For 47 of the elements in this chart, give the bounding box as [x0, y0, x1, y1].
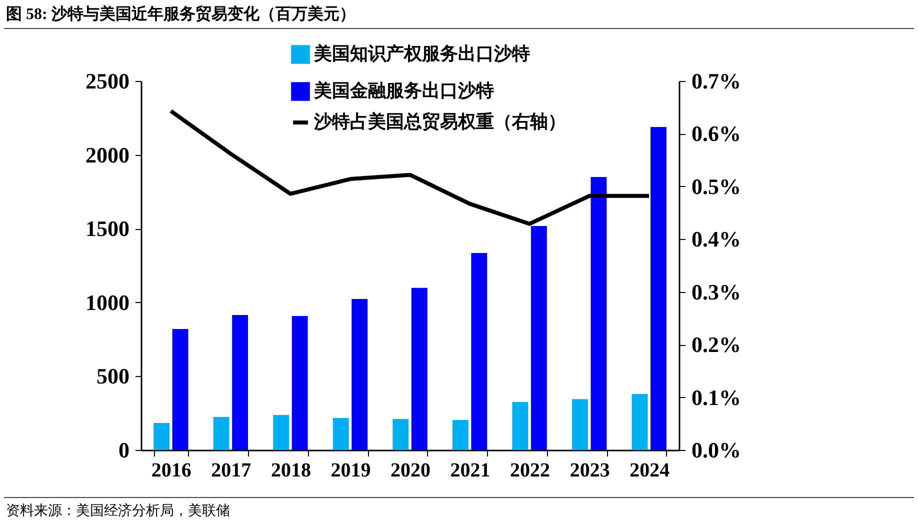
x-tick-label: 2021: [450, 460, 490, 482]
bar: [332, 418, 349, 450]
bar: [172, 328, 188, 450]
y-tick-label: 500: [96, 364, 130, 389]
bar: [471, 252, 488, 450]
y-tick-label: 2500: [86, 68, 130, 94]
y2-tick-label: 0.6%: [692, 121, 741, 146]
bar: [154, 422, 170, 450]
chart-title: 图 58: 沙特与美国近年服务贸易变化（百万美元）: [6, 4, 356, 25]
y-tick-label: 1000: [86, 290, 130, 315]
y2-tick-label: 0.3%: [692, 279, 741, 304]
y2-tick-label: 0.7%: [692, 68, 741, 94]
x-tick-label: 2020: [390, 460, 430, 482]
bar: [292, 316, 308, 450]
x-tick-label: 2022: [510, 460, 550, 482]
bar: [452, 420, 468, 450]
bar: [572, 399, 588, 450]
legend-label: 美国金融服务出口沙特: [313, 80, 494, 100]
y2-tick-label: 0.4%: [692, 226, 741, 252]
bar: [273, 415, 290, 450]
x-tick-label: 2016: [151, 460, 192, 482]
bar: [352, 299, 368, 450]
y-tick-label: 0: [118, 438, 130, 462]
line-series: [168, 109, 652, 226]
bar: [392, 419, 409, 450]
bar: [232, 314, 248, 450]
bar: [530, 226, 547, 450]
x-tick-label: 2024: [630, 460, 670, 482]
text: 资料来源：美国经济分析局，美联储: [6, 502, 230, 520]
legend-label: 沙特占美国总贸易权重（右轴）: [313, 112, 566, 132]
y2-tick-label: 0.2%: [692, 332, 741, 358]
bar: [590, 176, 607, 450]
legend-label: 美国知识产权服务出口沙特: [313, 44, 530, 64]
bar: [411, 288, 428, 450]
y2-tick-label: 0.5%: [692, 174, 741, 199]
x-tick-label: 2019: [330, 460, 371, 482]
y-tick-label: 1500: [86, 216, 130, 242]
y2-tick-label: 0.1%: [692, 384, 741, 410]
bar: [632, 394, 648, 450]
x-tick-label: 2017: [211, 460, 252, 482]
y-tick-label: 2000: [86, 142, 130, 168]
bar: [650, 127, 666, 450]
y2-tick-label: 0.0%: [692, 438, 741, 462]
bar: [213, 416, 230, 450]
bar: [512, 402, 528, 450]
x-tick-label: 2018: [270, 460, 311, 482]
x-tick-label: 2023: [570, 460, 610, 482]
